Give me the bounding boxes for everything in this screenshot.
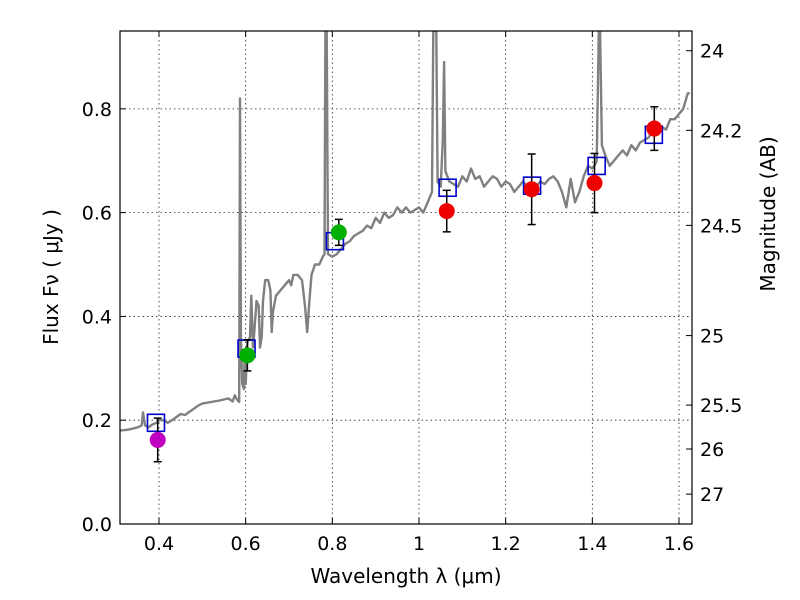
y-tick-label: 0.6 <box>82 203 112 225</box>
x-tick-label: 0.6 <box>231 533 261 555</box>
model-photometry-square <box>587 156 606 176</box>
x-tick-label: 0.8 <box>317 533 347 555</box>
tick-marks <box>120 31 692 525</box>
model-photometry-square <box>146 413 166 433</box>
y-tick-label: 0.4 <box>82 306 112 328</box>
y-tick-label: 0.8 <box>82 99 112 121</box>
observed-point <box>149 431 166 448</box>
y2-tick-label: 24 <box>700 41 724 63</box>
observed-point <box>646 120 663 137</box>
model-spectrum-layer <box>120 31 690 432</box>
y2-tick-labels: 24 24.2 24.5 25 25.5 26 27 <box>700 41 742 506</box>
y2-tick-label: 24.5 <box>700 215 742 237</box>
x-tick-label: 1 <box>413 533 425 555</box>
observed-point <box>523 181 540 198</box>
y-tick-labels: 0.0 0.2 0.4 0.6 0.8 <box>82 99 112 536</box>
x-tick-label: 0.4 <box>144 533 174 555</box>
y2-tick-label: 24.2 <box>700 120 742 142</box>
observed-point <box>330 224 347 241</box>
grid-lines <box>120 31 692 525</box>
observed-points-layer <box>149 106 663 463</box>
y-tick-label: 0.0 <box>82 514 112 536</box>
model-spectrum-line <box>120 31 690 432</box>
y-tick-label: 0.2 <box>82 410 112 432</box>
y-axis-label: Flux Fν ( μJy ) <box>39 209 63 345</box>
x-tick-label: 1.2 <box>491 533 521 555</box>
y2-tick-label: 26 <box>700 439 724 461</box>
observed-point <box>438 203 455 220</box>
x-tick-label: 1.4 <box>577 533 607 555</box>
observed-point <box>239 347 256 364</box>
x-tick-labels: 0.4 0.6 0.8 1 1.2 1.4 1.6 <box>144 533 694 555</box>
plot-frame <box>119 30 693 525</box>
x-tick-label: 1.6 <box>664 533 694 555</box>
y2-tick-label: 25.5 <box>700 395 742 417</box>
y2-tick-label: 25 <box>700 326 724 348</box>
model-photometry-square <box>438 178 457 198</box>
y2-tick-label: 27 <box>700 484 724 506</box>
y2-axis-label: Magnitude (AB) <box>756 136 780 291</box>
x-axis-label: Wavelength λ (μm) <box>310 564 501 588</box>
observed-point <box>586 175 603 192</box>
